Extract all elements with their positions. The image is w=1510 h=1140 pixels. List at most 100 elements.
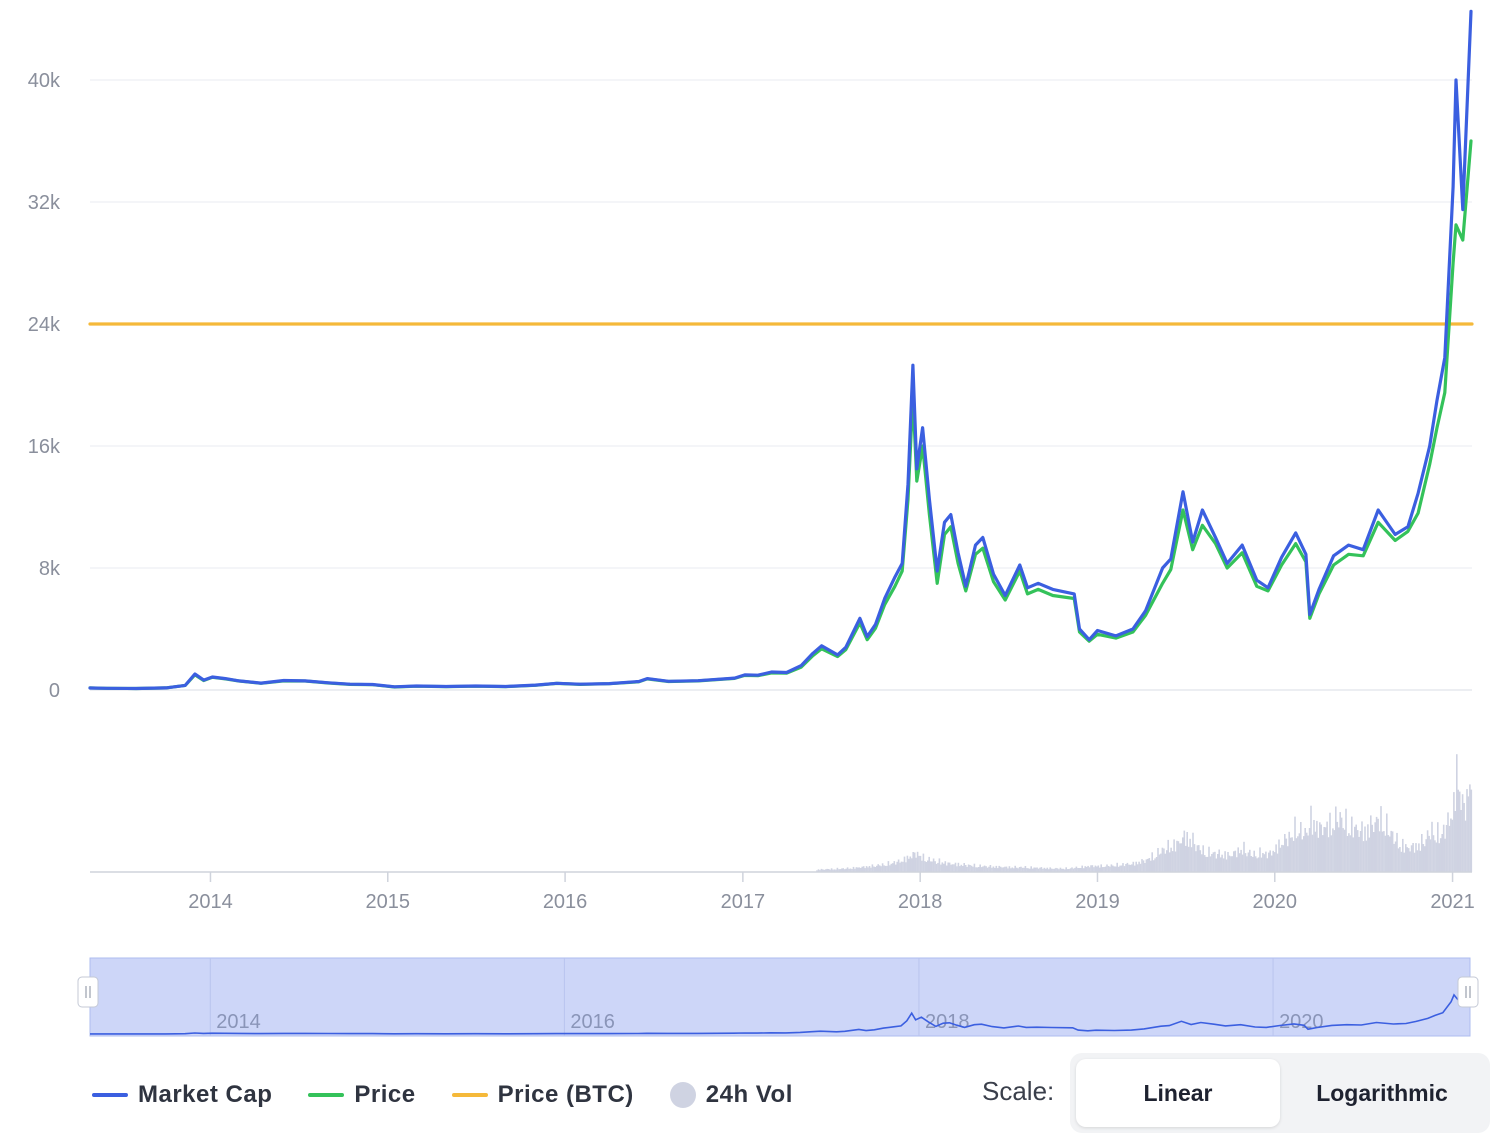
volume-bar (832, 869, 834, 872)
volume-bar (1297, 836, 1299, 872)
volume-bar (851, 869, 853, 872)
volume-bar (956, 866, 958, 872)
volume-bar (1371, 824, 1373, 872)
volume-bar (900, 861, 903, 872)
volume-bar (1235, 857, 1238, 872)
volume-bar (986, 867, 989, 872)
volume-bar (1144, 863, 1146, 872)
volume-bar (1249, 849, 1251, 872)
legend-item-price[interactable]: Price (308, 1081, 415, 1109)
volume-bar (1104, 866, 1107, 872)
navigator-tick-label: 2018 (925, 1011, 970, 1033)
scale-linear-button[interactable]: Linear (1076, 1059, 1280, 1127)
volume-bar (1461, 794, 1464, 872)
volume-bar (1059, 867, 1062, 872)
volume-bar (887, 861, 890, 872)
volume-bar (1221, 854, 1223, 872)
volume-bar (1190, 847, 1193, 872)
volume-bar (1133, 865, 1136, 872)
volume-bar (877, 864, 879, 872)
volume-bar (1275, 844, 1277, 872)
volume-bar (969, 865, 971, 872)
volume-bar (1337, 827, 1340, 872)
volume-bar (880, 866, 882, 872)
volume-bar (1319, 822, 1321, 872)
volume-bar (1055, 867, 1057, 872)
volume-bar (865, 866, 868, 872)
legend-swatch-price (308, 1093, 345, 1097)
volume-bar (1284, 834, 1286, 872)
volume-bar (1078, 868, 1081, 872)
volume-bar (1278, 839, 1280, 872)
volume-bar (1199, 850, 1202, 872)
volume-bar (921, 860, 923, 872)
volume-bar (1416, 850, 1419, 872)
volume-bar (864, 868, 866, 872)
volume-bar (1171, 851, 1174, 872)
volume-bar (1200, 854, 1203, 872)
volume-bar (967, 864, 970, 872)
volume-bar (1394, 841, 1397, 872)
volume-bar (1321, 835, 1324, 872)
volume-bar (1300, 822, 1302, 872)
volume-bar (1205, 856, 1207, 872)
volume-bar (1183, 830, 1186, 872)
volume-bar (1391, 831, 1394, 872)
volume-bar (1409, 851, 1411, 872)
volume-bar (1324, 827, 1327, 872)
volume-bar (822, 869, 824, 872)
volume-bar (1008, 866, 1011, 872)
volume-bar (1292, 840, 1295, 872)
volume-bar (1187, 846, 1190, 872)
volume-bar (1030, 866, 1032, 872)
volume-bar (1421, 834, 1423, 872)
volume-bar (1310, 805, 1312, 872)
volume-bar (1192, 832, 1194, 872)
volume-bar (903, 856, 906, 872)
volume-bar (854, 868, 856, 872)
volume-bar (1340, 817, 1343, 872)
volume-bar (982, 866, 984, 872)
volume-bar (963, 863, 965, 872)
legend-item-market-cap[interactable]: Market Cap (92, 1081, 272, 1109)
volume-bar (1429, 839, 1432, 872)
volume-bar (1087, 865, 1089, 872)
volume-bar (932, 858, 935, 872)
volume-bar (1228, 855, 1231, 872)
navigator[interactable]: 2014 2016 2018 2020 (77, 957, 1479, 1037)
volume-bar (1435, 842, 1438, 872)
volume-bar (1251, 857, 1254, 872)
volume-bar (1244, 853, 1247, 872)
volume-bar (1217, 854, 1219, 872)
volume-bar (1080, 868, 1082, 872)
volume-bar (1052, 868, 1054, 872)
navigator-handle-right[interactable] (1457, 976, 1479, 1008)
volume-bar (830, 868, 833, 872)
volume-bar (1314, 831, 1317, 872)
volume-bar (1106, 864, 1108, 872)
volume-bar (1289, 837, 1292, 872)
volume-bar (1279, 847, 1282, 872)
volume-bar (1145, 859, 1148, 872)
volume-bar (883, 865, 885, 872)
volume-bar (1400, 851, 1403, 872)
legend-swatch-market-cap (92, 1093, 128, 1097)
legend-item-price-btc[interactable]: Price (BTC) (451, 1081, 634, 1109)
volume-bar (1151, 852, 1153, 872)
volume-bar (1147, 858, 1149, 872)
volume-bar (858, 867, 861, 872)
volume-bar (1448, 825, 1451, 872)
x-tick-label: 2015 (366, 891, 411, 913)
volume-bar (1142, 860, 1145, 872)
volume-bar (935, 863, 938, 872)
volume-bar (1450, 818, 1452, 872)
volume-bar (890, 863, 893, 872)
volume-bar (1231, 856, 1234, 872)
volume-bar (859, 868, 862, 872)
volume-bar (1215, 858, 1218, 872)
legend-item-vol[interactable]: 24h Vol (669, 1081, 793, 1109)
volume-bar (1422, 844, 1425, 872)
navigator-handle-left[interactable] (77, 976, 99, 1008)
volume-bar (1029, 868, 1031, 872)
scale-logarithmic-button[interactable]: Logarithmic (1316, 1079, 1448, 1106)
